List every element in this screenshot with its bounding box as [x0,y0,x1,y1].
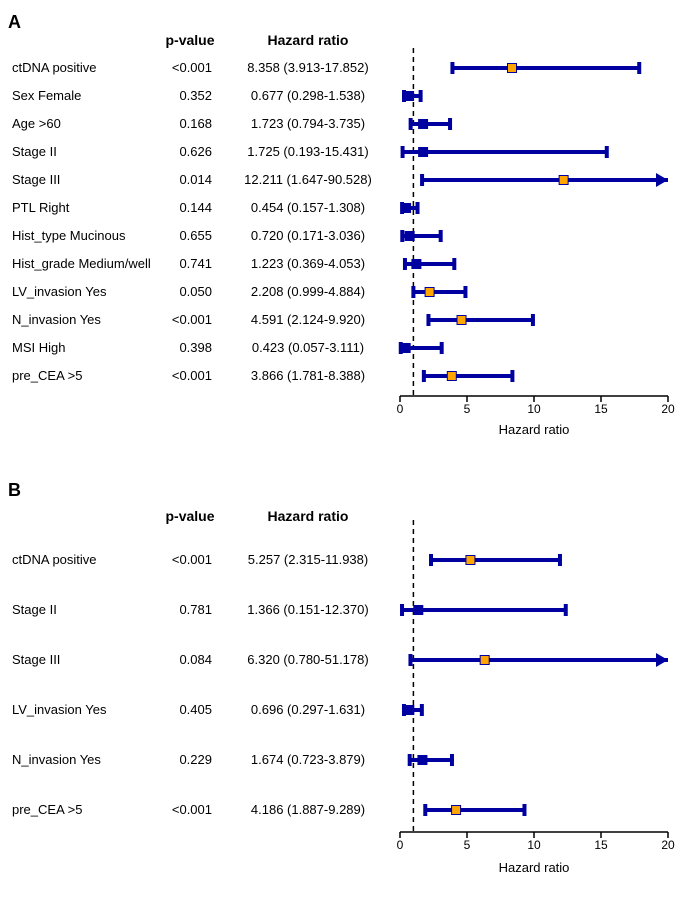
row-pvalue: 0.655 [142,228,212,243]
point-marker [404,91,414,101]
row-hr-text: 2.208 (0.999-4.884) [218,284,398,299]
row-pvalue: 0.398 [142,340,212,355]
row-label: Age >60 [12,116,61,131]
point-marker [418,147,428,157]
point-marker-highlight [481,656,489,664]
header-pvalue: p-value [150,32,230,48]
point-marker [411,259,421,269]
x-tick-label: 10 [527,838,540,852]
row-label: N_invasion Yes [12,752,101,767]
row-pvalue: 0.352 [142,88,212,103]
row-pvalue: 0.144 [142,200,212,215]
row-pvalue: 0.084 [142,652,212,667]
row-label: N_invasion Yes [12,312,101,327]
row-pvalue: 0.168 [142,116,212,131]
point-marker [401,343,411,353]
x-tick-label: 10 [527,402,540,416]
row-hr-text: 0.720 (0.171-3.036) [218,228,398,243]
row-pvalue: 0.050 [142,284,212,299]
row-label: Stage III [12,172,60,187]
row-label: Sex Female [12,88,81,103]
panel-label-a: A [8,12,21,33]
x-tick-label: 15 [594,402,607,416]
row-hr-text: 4.591 (2.124-9.920) [218,312,398,327]
row-pvalue: <0.001 [142,60,212,75]
row-label: LV_invasion Yes [12,284,106,299]
point-marker-highlight [560,176,568,184]
point-marker [413,605,423,615]
row-label: ctDNA positive [12,552,97,567]
x-tick-label: 20 [661,402,674,416]
row-label: PTL Right [12,200,69,215]
row-label: pre_CEA >5 [12,368,82,383]
forest-plot-figure: Ap-value Hazard ratio 0 5 10 15 20 Hazard ratio… [0,0,685,902]
point-marker-highlight [458,316,466,324]
row-label: Stage II [12,144,57,159]
row-hr-text: 1.725 (0.193-15.431) [218,144,398,159]
x-axis-title: Hazard ratio [499,422,570,437]
x-tick-label: 0 [397,402,404,416]
row-pvalue: 0.741 [142,256,212,271]
row-pvalue: 0.229 [142,752,212,767]
row-label: Stage III [12,652,60,667]
panel-label-b: B [8,480,21,501]
header-hazard-ratio: Hazard ratio [238,32,378,48]
row-hr-text: 1.674 (0.723-3.879) [218,752,398,767]
row-hr-text: 1.366 (0.151-12.370) [218,602,398,617]
x-tick-label: 15 [594,838,607,852]
point-marker-highlight [508,64,516,72]
x-tick-label: 5 [464,402,471,416]
row-label: ctDNA positive [12,60,97,75]
row-pvalue: 0.014 [142,172,212,187]
point-marker-highlight [452,806,460,814]
x-axis-title: Hazard ratio [499,860,570,875]
row-label: Hist_grade Medium/well [12,256,151,271]
row-label: LV_invasion Yes [12,702,106,717]
point-marker [405,231,415,241]
row-pvalue: <0.001 [142,312,212,327]
row-label: MSI High [12,340,65,355]
row-hr-text: 1.723 (0.794-3.735) [218,116,398,131]
x-tick-label: 0 [397,838,404,852]
point-marker-highlight [466,556,474,564]
point-marker-highlight [448,372,456,380]
row-hr-text: 3.866 (1.781-8.388) [218,368,398,383]
row-label: Hist_type Mucinous [12,228,125,243]
row-hr-text: 6.320 (0.780-51.178) [218,652,398,667]
point-marker [417,755,427,765]
row-pvalue: 0.405 [142,702,212,717]
error-arrow-high [656,173,668,187]
point-marker [401,203,411,213]
point-marker [418,119,428,129]
row-label: pre_CEA >5 [12,802,82,817]
row-hr-text: 1.223 (0.369-4.053) [218,256,398,271]
x-tick-label: 20 [661,838,674,852]
row-hr-text: 0.696 (0.297-1.631) [218,702,398,717]
error-arrow-high [656,653,668,667]
row-pvalue: <0.001 [142,368,212,383]
row-hr-text: 4.186 (1.887-9.289) [218,802,398,817]
row-hr-text: 5.257 (2.315-11.938) [218,552,398,567]
x-tick-label: 5 [464,838,471,852]
row-label: Stage II [12,602,57,617]
row-hr-text: 8.358 (3.913-17.852) [218,60,398,75]
row-pvalue: <0.001 [142,802,212,817]
point-marker-highlight [426,288,434,296]
point-marker [404,705,414,715]
row-pvalue: 0.781 [142,602,212,617]
row-hr-text: 12.211 (1.647-90.528) [218,172,398,187]
row-pvalue: <0.001 [142,552,212,567]
row-hr-text: 0.454 (0.157-1.308) [218,200,398,215]
row-hr-text: 0.423 (0.057-3.111) [218,340,398,355]
row-hr-text: 0.677 (0.298-1.538) [218,88,398,103]
row-pvalue: 0.626 [142,144,212,159]
